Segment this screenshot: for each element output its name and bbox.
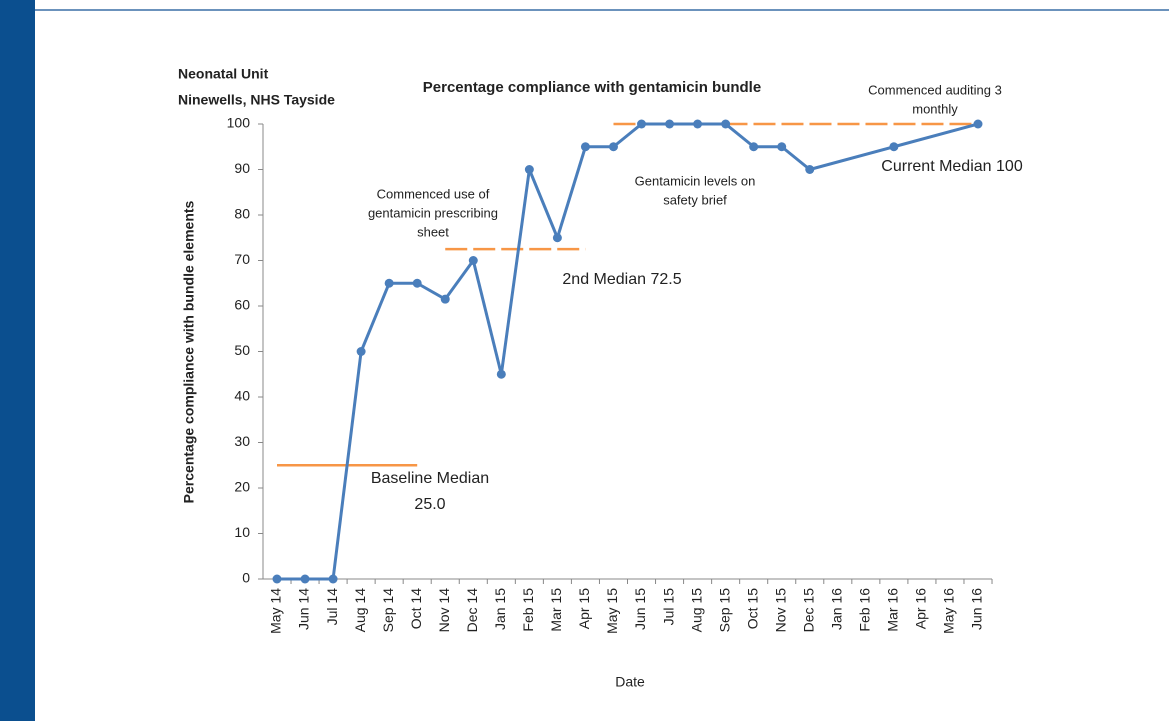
x-tick-label: Jan 16: [829, 588, 845, 630]
y-tick-label: 50: [234, 342, 250, 358]
median-label: Baseline Median: [371, 470, 489, 487]
data-point: [637, 119, 647, 129]
y-tick-label: 70: [234, 251, 250, 267]
data-point: [496, 369, 506, 379]
x-tick-label: Apr 15: [576, 588, 592, 629]
x-tick-label: Aug 14: [352, 588, 368, 633]
annotation: Commenced auditing 3: [868, 82, 1002, 97]
line-segment: [527, 168, 559, 239]
data-point: [665, 119, 675, 129]
x-tick-label: Mar 15: [548, 588, 564, 632]
x-tick-label: Sep 14: [380, 588, 396, 633]
y-tick-label: 30: [234, 433, 250, 449]
annotation: safety brief: [663, 192, 727, 207]
x-tick-label: Feb 15: [520, 588, 536, 632]
line-segment: [444, 259, 475, 301]
data-point: [693, 119, 703, 129]
y-axis-label: Percentage compliance with bundle elemen…: [181, 200, 197, 503]
line-segment: [555, 146, 587, 239]
median-name: Current Median: [881, 158, 991, 175]
line-segment: [780, 145, 811, 171]
x-axis-label: Date: [615, 674, 645, 690]
x-tick-label: Jul 15: [660, 588, 676, 626]
header-line: Ninewells, NHS Tayside: [178, 92, 335, 108]
side-band: [0, 0, 35, 721]
median-value: 100: [996, 158, 1023, 175]
annotation: gentamicin prescribing: [368, 205, 498, 220]
x-tick-label: Oct 14: [408, 588, 424, 629]
y-tick-label: 10: [234, 524, 250, 540]
x-tick-label: Dec 14: [464, 588, 480, 633]
y-tick-label: 60: [234, 297, 250, 313]
line-segment: [359, 282, 391, 353]
data-point: [608, 142, 618, 152]
y-tick-label: 90: [234, 160, 250, 176]
x-tick-label: May 16: [941, 588, 957, 634]
annotation: sheet: [417, 224, 449, 239]
x-tick-label: May 15: [604, 588, 620, 634]
x-tick-label: Mar 16: [885, 588, 901, 632]
median-value: 25.0: [414, 496, 445, 513]
data-point: [356, 347, 366, 356]
annotation: Commenced use of: [377, 186, 490, 201]
line-segment: [612, 122, 643, 148]
y-tick-label: 100: [227, 115, 251, 131]
data-point: [328, 574, 338, 584]
data-point: [889, 142, 899, 152]
line-segment: [724, 122, 755, 148]
x-tick-label: Jul 14: [324, 588, 340, 626]
median-value: 72.5: [650, 271, 681, 288]
median-label: 2nd Median 72.5: [562, 271, 681, 288]
x-tick-label: Jan 15: [492, 588, 508, 630]
line-segment: [331, 351, 363, 580]
data-point: [468, 256, 478, 265]
header-line: Neonatal Unit: [178, 66, 269, 82]
y-tick-label: 80: [234, 206, 250, 222]
x-tick-label: Dec 15: [800, 588, 816, 633]
annotation: Gentamicin levels on: [635, 173, 756, 188]
data-point: [384, 278, 394, 288]
line-segment: [893, 122, 979, 149]
line-segment: [809, 145, 895, 171]
x-tick-label: Nov 14: [436, 588, 452, 633]
x-tick-label: Sep 15: [716, 588, 732, 633]
data-point: [721, 119, 731, 129]
median-label: Current Median 100: [881, 158, 1023, 175]
x-tick-label: Aug 15: [688, 588, 704, 633]
data-point: [524, 165, 534, 174]
data-point: [580, 142, 590, 152]
chart-title: Percentage compliance with gentamicin bu…: [423, 79, 761, 96]
data-point: [300, 574, 310, 584]
median-name: 2nd Median: [562, 271, 646, 288]
data-point: [552, 233, 562, 243]
x-tick-label: Apr 16: [913, 588, 929, 629]
data-point: [440, 294, 450, 304]
x-tick-label: May 14: [268, 588, 284, 634]
x-tick-label: Feb 16: [857, 588, 873, 632]
data-point: [777, 142, 787, 152]
data-point: [805, 165, 815, 174]
data-point: [272, 574, 282, 584]
data-point: [973, 119, 983, 129]
y-tick-label: 40: [234, 388, 250, 404]
x-tick-label: Jun 14: [296, 588, 312, 630]
data-point: [412, 278, 422, 288]
y-tick-label: 20: [234, 479, 250, 495]
y-tick-label: 0: [242, 570, 250, 586]
x-tick-label: Nov 15: [772, 588, 788, 633]
line-segment: [471, 260, 503, 375]
data-point: [749, 142, 759, 152]
annotation: monthly: [912, 101, 958, 116]
line-segment: [499, 169, 531, 375]
x-tick-label: Jun 15: [632, 588, 648, 630]
x-tick-label: Jun 16: [969, 588, 985, 630]
line-segment: [416, 281, 446, 301]
x-tick-label: Oct 15: [744, 588, 760, 629]
